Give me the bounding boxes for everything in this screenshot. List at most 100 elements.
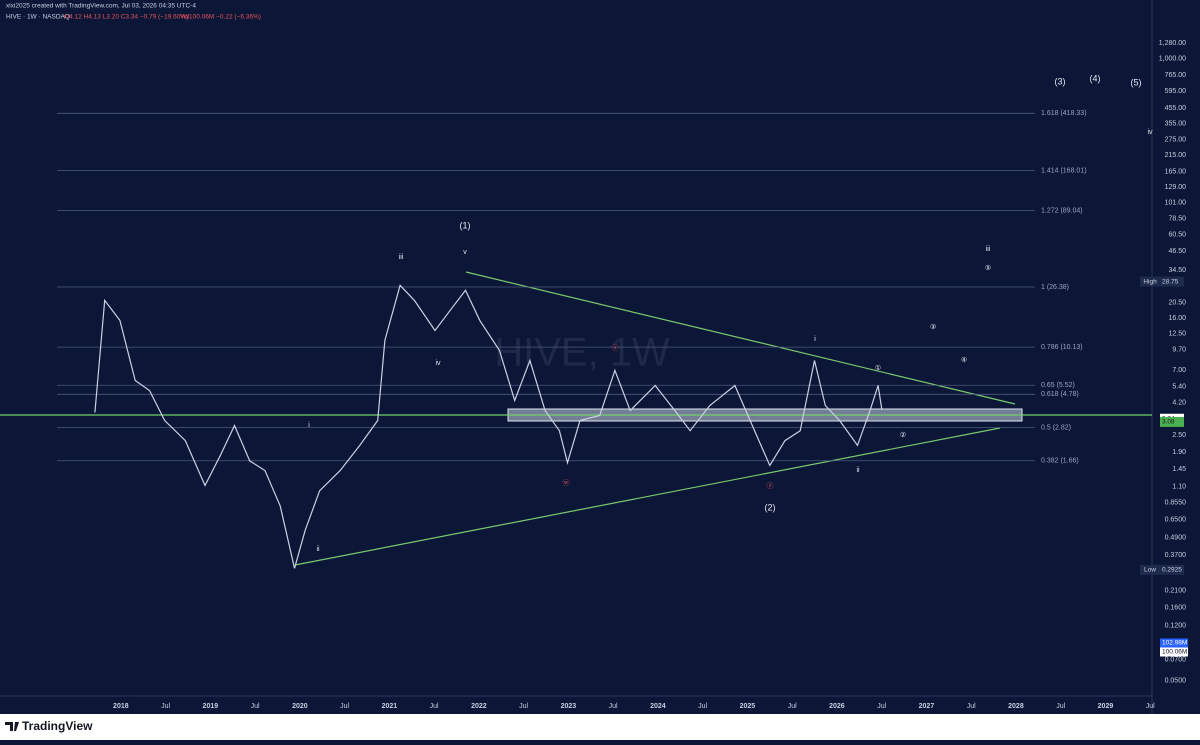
wave-label: ⓧ: [612, 344, 619, 352]
fib-label: 0.5 (2.82): [1041, 424, 1071, 431]
y-tick-label: 5.40: [1172, 383, 1186, 390]
wave-label: (4): [1090, 73, 1101, 83]
volume-badge: [1160, 638, 1188, 648]
y-tick-label: 765.00: [1165, 72, 1187, 79]
y-tick-label: 1,280.00: [1159, 40, 1186, 47]
badge-tag: [1140, 564, 1160, 575]
wave-label: ii: [316, 546, 320, 553]
y-tick-label: 0.2100: [1165, 588, 1187, 595]
wave-label: (3): [1055, 76, 1066, 86]
fib-label: 1.272 (89.04): [1041, 207, 1083, 214]
y-tick-label: 0.1600: [1165, 605, 1187, 612]
wave-label: v: [463, 249, 467, 256]
brand: TradingView: [22, 719, 93, 733]
badge-value: 28.75: [1162, 278, 1179, 285]
wave-label: iv: [1147, 129, 1153, 136]
x-tick-label: 2025: [740, 703, 756, 710]
y-tick-label: 12.50: [1168, 331, 1186, 338]
y-tick-label: 0.6500: [1165, 517, 1187, 524]
wave-label: ii: [856, 467, 860, 474]
y-tick-label: 9.70: [1172, 347, 1186, 354]
watermark: HIVE, 1W: [494, 331, 670, 375]
y-tick-label: 1.10: [1172, 483, 1186, 490]
x-tick-label: 2022: [471, 703, 487, 710]
y-tick-label: 0.4900: [1165, 534, 1187, 541]
ohlc: O4.12 H4.13 L3.20 C3.34 −0.79 (−19.60%): [64, 14, 188, 21]
wave-label: i: [814, 336, 816, 343]
x-tick-label: Jul: [1146, 703, 1155, 710]
footer-bar: [0, 714, 1200, 740]
wave-label: ⓨ: [767, 482, 774, 490]
fib-label: 1.618 (418.33): [1041, 110, 1087, 117]
volume-info: Vol100.06M −0.22 (−6.36%): [180, 14, 261, 21]
y-tick-label: 455.00: [1165, 105, 1187, 112]
y-tick-label: 60.50: [1168, 232, 1186, 239]
y-tick-label: 34.50: [1168, 267, 1186, 274]
x-tick-label: Jul: [519, 703, 528, 710]
wave-label: (2): [765, 502, 776, 512]
wave-label: (1): [460, 220, 471, 230]
y-tick-label: 4.20: [1172, 399, 1186, 406]
triangle-lower: [294, 427, 1001, 566]
y-tick-label: 1.45: [1172, 466, 1186, 473]
x-tick-label: Jul: [698, 703, 707, 710]
price-badge: [1160, 276, 1184, 287]
y-tick-label: 1.90: [1172, 449, 1186, 456]
price-badge: [1160, 564, 1184, 575]
badge-label: Low: [1144, 567, 1156, 574]
wave-label: (5): [1131, 77, 1142, 87]
wave-label: i: [308, 422, 310, 429]
badge-tag: [1140, 276, 1160, 287]
price-badge: [1160, 416, 1184, 427]
y-tick-label: 20.50: [1168, 300, 1186, 307]
badge-value: 3.08: [1162, 419, 1175, 426]
y-tick-label: 46.50: [1168, 248, 1186, 255]
wave-label: iii: [986, 246, 991, 253]
x-tick-label: 2029: [1098, 703, 1114, 710]
logo-icon: [5, 722, 19, 731]
wave-label: ③: [930, 323, 936, 331]
x-tick-label: 2021: [382, 703, 398, 710]
y-tick-label: 0.1200: [1165, 623, 1187, 630]
x-tick-label: Jul: [1056, 703, 1065, 710]
x-tick-label: Jul: [251, 703, 260, 710]
wave-label: ②: [900, 431, 906, 439]
x-tick-label: 2027: [919, 703, 935, 710]
y-tick-label: 595.00: [1165, 88, 1187, 95]
x-tick-label: Jul: [967, 703, 976, 710]
wave-label: iii: [399, 254, 404, 261]
x-tick-label: 2023: [561, 703, 577, 710]
fib-label: 0.618 (4.78): [1041, 391, 1079, 398]
x-tick-label: Jul: [788, 703, 797, 710]
y-tick-label: 78.50: [1168, 215, 1186, 222]
y-tick-label: 355.00: [1165, 120, 1187, 127]
x-tick-label: 2019: [203, 703, 219, 710]
x-tick-label: Jul: [877, 703, 886, 710]
x-tick-label: 2024: [650, 703, 666, 710]
y-tick-label: 0.0500: [1165, 678, 1187, 685]
y-tick-label: 0.0700: [1165, 657, 1187, 664]
volume-badge-label: 102.98M: [1162, 640, 1187, 647]
fib-label: 0.786 (10.13): [1041, 344, 1083, 351]
wave-label: ④: [961, 356, 967, 364]
y-tick-label: 275.00: [1165, 137, 1187, 144]
wave-label: ⓦ: [563, 479, 570, 487]
fib-label: 0.65 (5.52): [1041, 382, 1075, 389]
badge-value: 0.2925: [1162, 567, 1182, 574]
credit: xixi2025 created with TradingView.com, J…: [6, 3, 196, 10]
y-tick-label: 165.00: [1165, 169, 1187, 176]
x-tick-label: 2028: [1008, 703, 1024, 710]
y-tick-label: 2.50: [1172, 432, 1186, 439]
price-line: [94, 284, 883, 569]
x-tick-label: Jul: [609, 703, 618, 710]
x-tick-label: Jul: [161, 703, 170, 710]
y-tick-label: 1,000.00: [1159, 55, 1186, 62]
volume-badge-label: 100.06M: [1162, 649, 1187, 656]
fib-label: 1 (26.38): [1041, 284, 1069, 291]
y-tick-label: 0.8550: [1165, 499, 1187, 506]
wave-label: ①: [875, 364, 881, 372]
y-tick-label: 0.3700: [1165, 552, 1187, 559]
